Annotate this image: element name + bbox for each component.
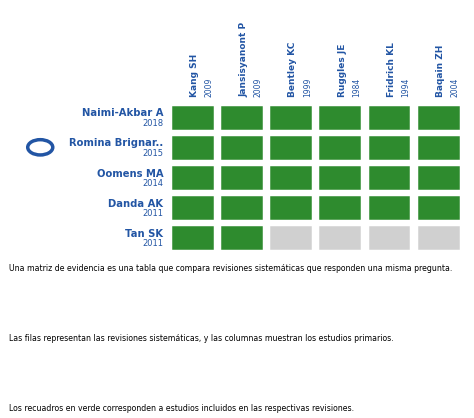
Text: 1999: 1999: [303, 77, 312, 97]
Text: Kang SH: Kang SH: [190, 54, 199, 97]
FancyBboxPatch shape: [219, 104, 264, 131]
FancyBboxPatch shape: [170, 134, 215, 161]
FancyBboxPatch shape: [318, 134, 362, 161]
Text: 2009: 2009: [205, 77, 214, 97]
FancyBboxPatch shape: [416, 224, 461, 251]
FancyBboxPatch shape: [219, 224, 264, 251]
FancyBboxPatch shape: [268, 194, 313, 221]
Text: 2011: 2011: [142, 209, 163, 218]
FancyBboxPatch shape: [170, 164, 215, 191]
Text: 2018: 2018: [142, 120, 163, 128]
FancyBboxPatch shape: [318, 164, 362, 191]
FancyBboxPatch shape: [170, 194, 215, 221]
FancyBboxPatch shape: [268, 134, 313, 161]
Text: Bentley KC: Bentley KC: [288, 41, 297, 97]
Text: Fridrich KL: Fridrich KL: [387, 42, 396, 97]
Text: 2015: 2015: [142, 149, 163, 158]
Text: Romina Brignar..: Romina Brignar..: [69, 138, 163, 148]
FancyBboxPatch shape: [367, 164, 411, 191]
FancyBboxPatch shape: [367, 224, 411, 251]
Text: Baqain ZH: Baqain ZH: [436, 44, 445, 97]
FancyBboxPatch shape: [268, 224, 313, 251]
Text: Las filas representan las revisiones sistemáticas, y las columnas muestran los e: Las filas representan las revisiones sis…: [9, 334, 394, 343]
FancyBboxPatch shape: [318, 104, 362, 131]
FancyBboxPatch shape: [219, 194, 264, 221]
FancyBboxPatch shape: [318, 194, 362, 221]
Text: Danda AK: Danda AK: [108, 199, 163, 209]
Text: 1984: 1984: [352, 78, 361, 97]
Text: Jansisyanont P: Jansisyanont P: [239, 22, 248, 97]
FancyBboxPatch shape: [416, 194, 461, 221]
Text: 1994: 1994: [401, 77, 410, 97]
Text: 2014: 2014: [142, 179, 163, 189]
FancyBboxPatch shape: [219, 164, 264, 191]
FancyBboxPatch shape: [318, 224, 362, 251]
FancyBboxPatch shape: [367, 194, 411, 221]
FancyBboxPatch shape: [416, 104, 461, 131]
FancyBboxPatch shape: [268, 104, 313, 131]
Text: Oomens MA: Oomens MA: [97, 168, 163, 178]
Text: 2004: 2004: [451, 77, 460, 97]
Text: Naimi-Akbar A: Naimi-Akbar A: [82, 109, 163, 118]
FancyBboxPatch shape: [367, 134, 411, 161]
FancyBboxPatch shape: [416, 164, 461, 191]
Text: Tan SK: Tan SK: [125, 229, 163, 239]
Text: Los recuadros en verde corresponden a estudios incluidos en las respectivas revi: Los recuadros en verde corresponden a es…: [9, 404, 355, 413]
FancyBboxPatch shape: [367, 104, 411, 131]
FancyBboxPatch shape: [268, 164, 313, 191]
Text: 2009: 2009: [254, 77, 263, 97]
FancyBboxPatch shape: [170, 104, 215, 131]
FancyBboxPatch shape: [416, 134, 461, 161]
Text: Ruggles JE: Ruggles JE: [337, 43, 346, 97]
Text: Una matriz de evidencia es una tabla que compara revisiones sistemáticas que res: Una matriz de evidencia es una tabla que…: [9, 264, 453, 273]
FancyBboxPatch shape: [170, 224, 215, 251]
Text: 2011: 2011: [142, 240, 163, 248]
FancyBboxPatch shape: [219, 134, 264, 161]
